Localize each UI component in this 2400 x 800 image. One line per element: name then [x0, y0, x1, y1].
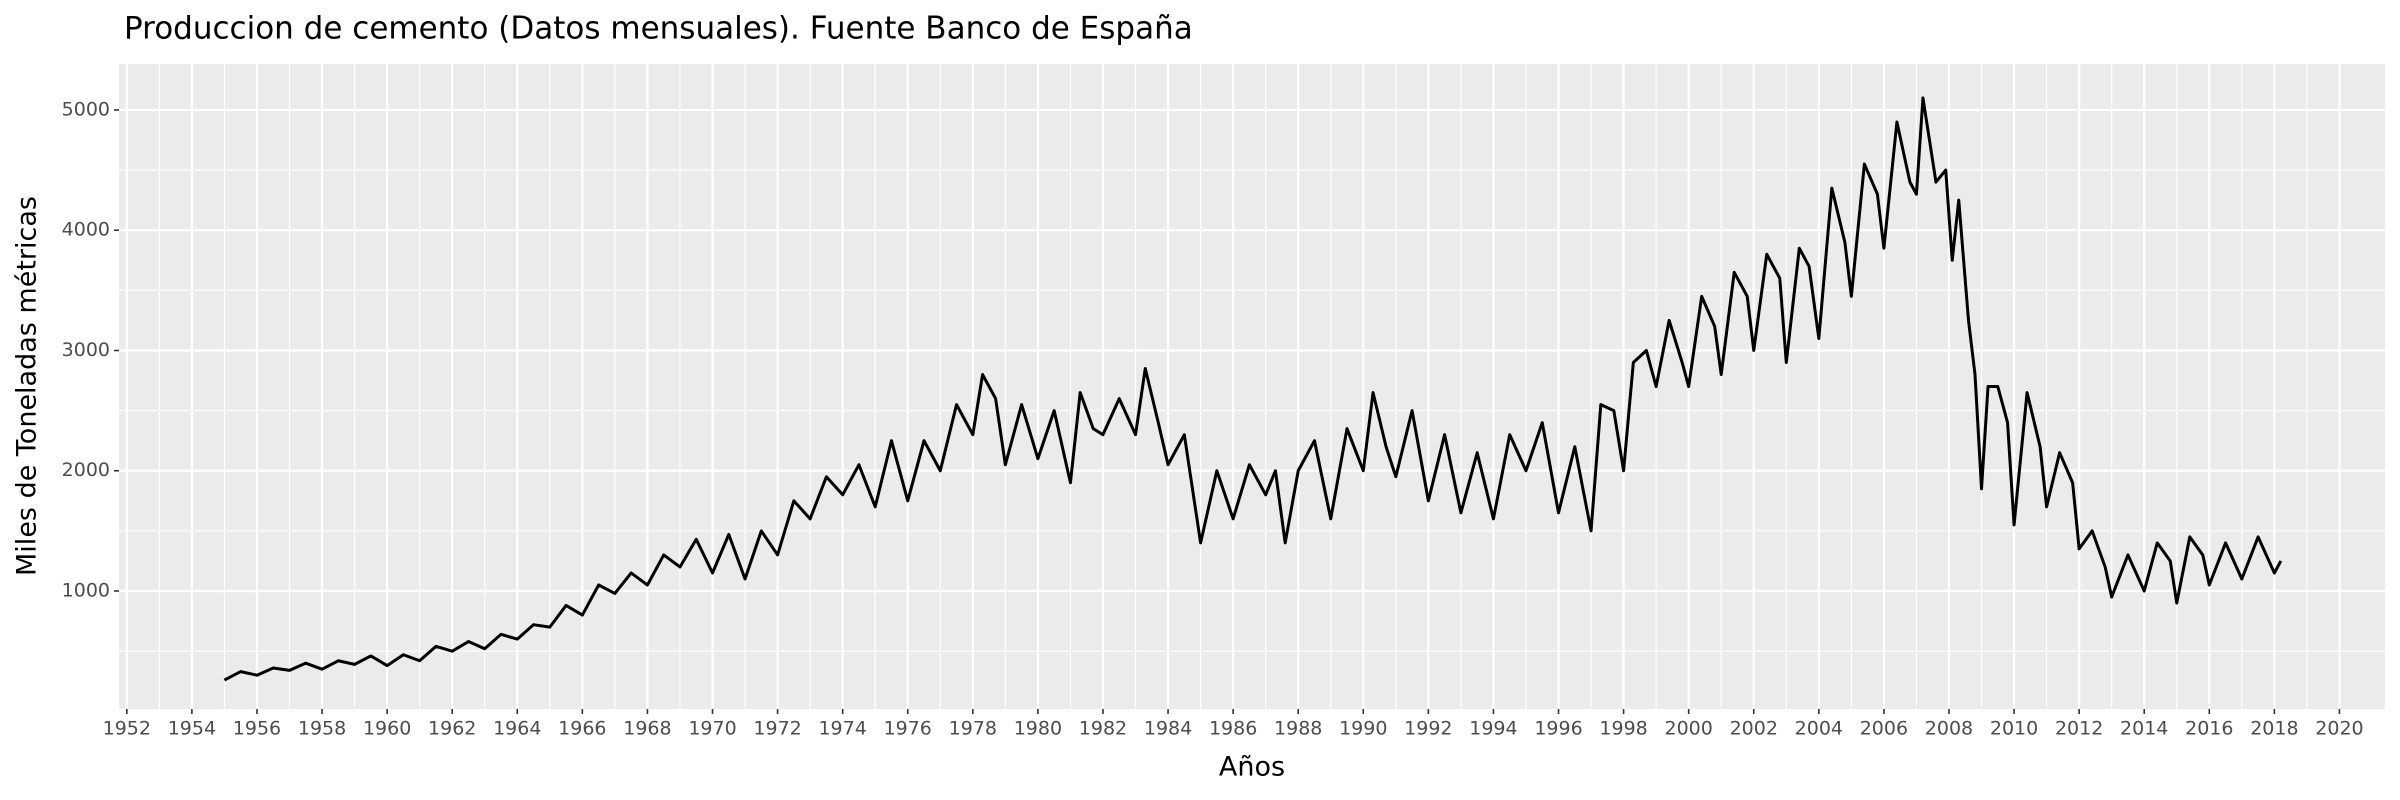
- x-tick-label: 1968: [623, 718, 671, 740]
- x-tick-label: 2008: [1925, 718, 1973, 740]
- x-tick-label: 2016: [2185, 718, 2233, 740]
- y-tick-label: 5000: [62, 98, 110, 120]
- y-tick-label: 2000: [62, 459, 110, 481]
- x-tick-label: 1980: [1014, 718, 1062, 740]
- x-tick-label: 2000: [1664, 718, 1712, 740]
- x-tick-label: 1956: [233, 718, 281, 740]
- x-tick-label: 1992: [1404, 718, 1452, 740]
- x-tick-label: 1990: [1339, 718, 1387, 740]
- plot-panel: [119, 64, 2385, 709]
- x-tick-label: 1988: [1274, 718, 1322, 740]
- x-tick-label: 1970: [688, 718, 736, 740]
- x-tick-label: 1978: [949, 718, 997, 740]
- x-tick-label: 2006: [1860, 718, 1908, 740]
- x-tick-label: 1996: [1534, 718, 1582, 740]
- x-tick-label: 1986: [1209, 718, 1257, 740]
- x-tick-label: 1972: [753, 718, 801, 740]
- x-tick-label: 2018: [2250, 718, 2298, 740]
- x-tick-label: 1984: [1144, 718, 1192, 740]
- x-tick-label: 1994: [1469, 718, 1517, 740]
- y-axis-label: Miles de Toneladas métricas: [12, 196, 43, 576]
- x-tick-label: 2012: [2055, 718, 2103, 740]
- x-tick-label: 1960: [363, 718, 411, 740]
- x-tick-label: 1998: [1599, 718, 1647, 740]
- x-tick-label: 2020: [2315, 718, 2363, 740]
- x-tick-label: 2014: [2120, 718, 2168, 740]
- data-line: [223, 96, 2283, 682]
- x-tick-label: 1954: [168, 718, 216, 740]
- x-axis-label: Años: [1219, 752, 1285, 783]
- y-tick-label: 3000: [62, 339, 110, 361]
- x-tick-label: 1952: [103, 718, 151, 740]
- x-tick-label: 1976: [884, 718, 932, 740]
- x-tick-label: 1966: [558, 718, 606, 740]
- x-tick-label: 2002: [1730, 718, 1778, 740]
- x-tick-label: 1958: [298, 718, 346, 740]
- x-tick-label: 1962: [428, 718, 476, 740]
- x-tick-label: 1964: [493, 718, 541, 740]
- x-tick-label: 1974: [818, 718, 866, 740]
- x-tick-label: 1982: [1079, 718, 1127, 740]
- chart-title: Produccion de cemento (Datos mensuales).…: [124, 11, 1193, 47]
- y-tick-label: 1000: [62, 580, 110, 602]
- x-tick-label: 2004: [1795, 718, 1843, 740]
- x-tick-label: 2010: [1990, 718, 2038, 740]
- y-tick-label: 4000: [62, 219, 110, 241]
